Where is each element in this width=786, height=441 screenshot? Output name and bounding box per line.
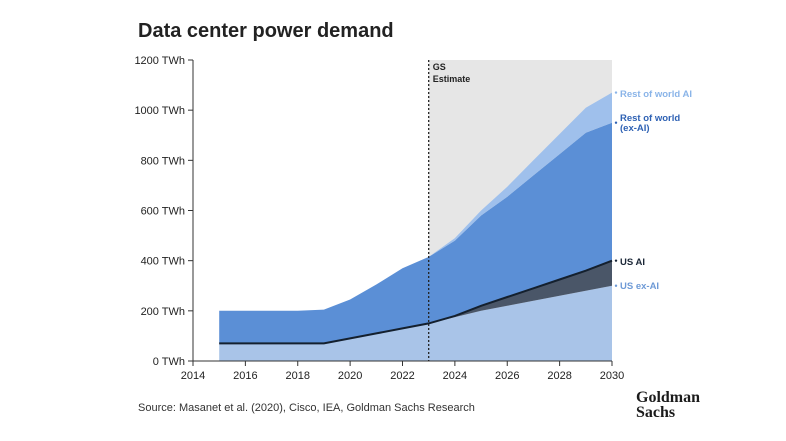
legend-label-rest-of-world-ai: Rest of world AI <box>620 89 692 100</box>
y-tick-label: 400 TWh <box>141 256 185 268</box>
y-tick-label: 0 TWh <box>153 356 185 368</box>
area-us-ex-ai <box>219 285 612 361</box>
x-tick-label: 2030 <box>600 370 624 382</box>
legend-marker-us-ai <box>614 259 618 262</box>
legend-label-rest-of-world-ex-ai-: Rest of world <box>620 113 680 124</box>
legend-label-us-ai: US AI <box>620 257 645 268</box>
x-tick-label: 2014 <box>181 370 205 382</box>
x-tick-label: 2016 <box>233 370 257 382</box>
estimate-label: Estimate <box>433 74 471 84</box>
y-tick-label: 200 TWh <box>141 306 185 318</box>
goldman-sachs-logo: Goldman Sachs <box>636 389 701 421</box>
y-tick-label: 800 TWh <box>141 155 185 167</box>
x-tick-label: 2028 <box>547 370 571 382</box>
us-total-line <box>219 259 613 345</box>
y-tick-label: 600 TWh <box>141 206 185 218</box>
area-rest-of-world-ex-ai- <box>219 122 612 344</box>
y-tick-label: 1000 TWh <box>134 105 185 117</box>
x-tick-label: 2020 <box>338 370 362 382</box>
legend-marker-us-ex-ai <box>614 284 618 287</box>
logo-line-1: Goldman <box>636 389 701 406</box>
x-tick-label: 2018 <box>286 370 310 382</box>
legend-label-us-ex-ai: US ex-AI <box>620 281 659 292</box>
legend-label-rest-of-world-ex-ai-: (ex-AI) <box>620 123 650 134</box>
chart-title: Data center power demand <box>138 20 394 42</box>
x-tick-label: 2022 <box>390 370 414 382</box>
source-note: Source: Masanet et al. (2020), Cisco, IE… <box>138 402 475 414</box>
legend-marker-rest-of-world-ex-ai- <box>614 121 618 124</box>
estimate-label: GS <box>433 62 446 72</box>
y-tick-label: 1200 TWh <box>134 55 185 67</box>
legend-marker-rest-of-world-ai <box>614 91 618 94</box>
x-tick-label: 2024 <box>443 370 467 382</box>
logo-line-2: Sachs <box>636 404 676 421</box>
x-tick-label: 2026 <box>495 370 519 382</box>
